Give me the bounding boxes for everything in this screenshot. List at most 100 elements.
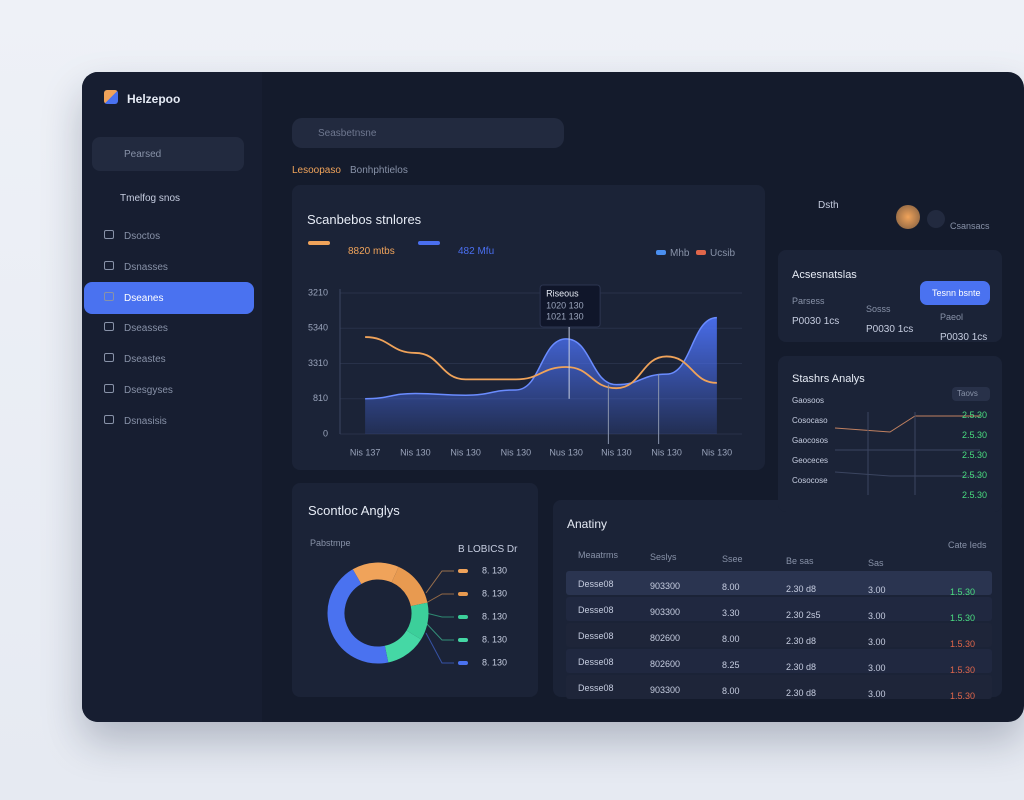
- donut-segment: [327, 562, 429, 664]
- table-cell: 903300: [650, 684, 681, 695]
- legend-entry: 8. 130: [482, 634, 507, 644]
- stats-button[interactable]: [952, 387, 990, 401]
- table-header: Be sas: [786, 556, 814, 566]
- table-cell: Desse08: [578, 657, 614, 667]
- nav-active-bg[interactable]: [84, 282, 254, 314]
- table-header: Ssee: [722, 554, 743, 564]
- stats-label: Cosocaso: [792, 416, 828, 425]
- nav-item[interactable]: Dseasses: [124, 323, 168, 334]
- breadcrumb[interactable]: Lesoopaso: [292, 165, 341, 176]
- stats-label: Gaocosos: [792, 436, 829, 445]
- table-cell: 3.30: [722, 608, 740, 618]
- nav-heading: Tmelfog snos: [120, 193, 181, 204]
- breadcrumb[interactable]: Bonhphtielos: [350, 165, 408, 176]
- table-cell: 903300: [650, 580, 681, 591]
- nav-icon: [104, 353, 114, 362]
- line: [365, 336, 717, 390]
- table-cell: Desse08: [578, 605, 614, 615]
- table-cell: 1.5.30: [950, 690, 976, 701]
- stats-value: 2.5.30: [962, 450, 988, 460]
- legend-entry: 482 Mfu: [458, 246, 495, 257]
- leader-line: [425, 632, 454, 664]
- brand-name: Helzepoo: [127, 92, 181, 106]
- summary-label: Sosss: [866, 304, 891, 314]
- user-name[interactable]: Csansacs: [950, 221, 990, 231]
- legend-entry: 8. 130: [482, 565, 507, 575]
- table-cell: 802600: [650, 658, 681, 669]
- table-cell: 1.5.30: [950, 664, 976, 675]
- search-bar[interactable]: [292, 118, 564, 148]
- sidebar: [82, 72, 262, 722]
- nav-icon: [104, 322, 114, 331]
- table-cell: 802600: [650, 632, 681, 643]
- table-cell: 8.00: [722, 582, 740, 592]
- x-tick-label: Nis 130: [651, 447, 682, 457]
- summary-button[interactable]: [920, 281, 990, 305]
- nav-item[interactable]: Dsoctos: [124, 231, 161, 242]
- table-cell: 2.30 2s5: [786, 609, 821, 620]
- nav-icon: [104, 230, 114, 239]
- stats-value: 2.5.30: [962, 430, 988, 440]
- legend-entry: 8820 mtbs: [348, 246, 395, 257]
- table-row: [566, 571, 992, 595]
- tooltip: [539, 284, 601, 328]
- table-header: Seslys: [650, 552, 677, 562]
- sidebar-search-text[interactable]: Pearsed: [124, 149, 162, 160]
- table-cell: 2.30 d8: [786, 583, 817, 594]
- top-menu[interactable]: Dsth: [818, 200, 839, 211]
- sidebar-search[interactable]: [92, 137, 244, 171]
- chart-title: Scanbebos stnlores: [307, 212, 422, 227]
- table-cell: 3.00: [868, 663, 886, 673]
- stats-value: 2.5.30: [962, 410, 988, 420]
- legend-swatch: [656, 250, 666, 255]
- table-action[interactable]: Cate Ieds: [948, 540, 987, 550]
- nav-item[interactable]: Dsesgyses: [124, 385, 173, 396]
- table-cell: 8.00: [722, 686, 740, 696]
- x-tick-label: Nus 130: [549, 447, 583, 457]
- table-header: Sas: [868, 558, 884, 568]
- table-cell: 2.30 d8: [786, 687, 817, 698]
- nav-item[interactable]: Dsnasses: [124, 262, 168, 273]
- search-text[interactable]: Seasbetnsne: [318, 128, 377, 139]
- leader-line: [425, 593, 454, 604]
- tooltip-line: 1020 130: [546, 300, 584, 310]
- stats-value: 2.5.30: [962, 490, 988, 500]
- table-cell: 1.5.30: [950, 586, 976, 597]
- button-label[interactable]: Taovs: [957, 389, 978, 398]
- nav-item[interactable]: Dseanes: [124, 293, 164, 304]
- table-cell: 2.30 d8: [786, 635, 817, 646]
- area-line: [365, 316, 717, 400]
- table-row: [566, 597, 992, 621]
- sparkline-line: [834, 415, 980, 433]
- button-label[interactable]: Tesnn bsnte: [932, 288, 981, 298]
- y-tick-label: 3210: [308, 287, 328, 297]
- y-tick-label: 810: [313, 393, 328, 403]
- legend-swatch: [458, 661, 468, 665]
- panel-title: Stashrs Analys: [792, 373, 865, 385]
- x-tick-label: Nis 130: [702, 447, 733, 457]
- table-cell: 903300: [650, 606, 681, 617]
- notification-button[interactable]: [927, 210, 945, 228]
- table-cell: 1.5.30: [950, 612, 976, 623]
- summary-label: Paeol: [940, 312, 964, 322]
- y-tick-label: 0: [323, 428, 328, 438]
- nav-item[interactable]: Dseastes: [124, 354, 166, 365]
- donut-segment: [327, 562, 429, 664]
- summary-label: Parsess: [792, 296, 825, 306]
- summary-value: P0030 1cs: [940, 332, 988, 343]
- avatar[interactable]: [896, 205, 920, 229]
- stats-label: Gaosoos: [792, 396, 825, 405]
- legend-swatch: [308, 241, 330, 245]
- donut-segment: [327, 562, 429, 664]
- sparkline-line: [834, 471, 980, 477]
- nav-item[interactable]: Dsnasisis: [124, 416, 167, 427]
- legend-swatch: [458, 569, 468, 573]
- table-cell: 3.00: [868, 611, 886, 621]
- table-cell: 8.25: [722, 660, 740, 670]
- donut-chart: 8. 130 8. 130 8. 130 8. 130 8. 130: [327, 562, 507, 667]
- table-row: [566, 623, 992, 647]
- legend-entry: 8. 130: [482, 611, 507, 621]
- main-chart: 0 810 3310 5340 3210 Nis 137 Nis 130 Nis 130 Nis…: [308, 284, 742, 457]
- area: [365, 317, 717, 434]
